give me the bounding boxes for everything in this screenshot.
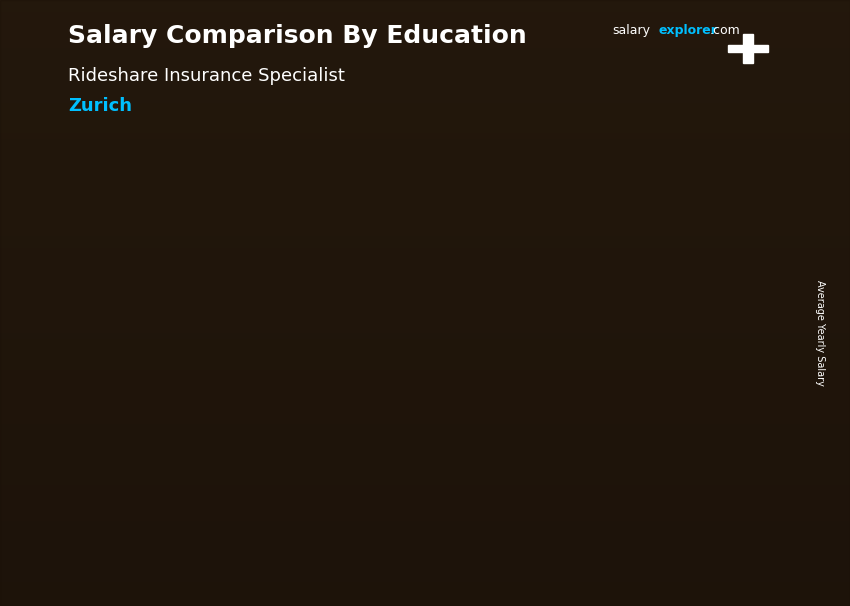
Text: 88,000 CHF: 88,000 CHF	[287, 301, 365, 314]
Text: 115,000 CHF: 115,000 CHF	[464, 242, 550, 255]
Bar	[170, 345, 184, 515]
Text: Salary Comparison By Education: Salary Comparison By Education	[68, 24, 527, 48]
Text: Zurich: Zurich	[68, 97, 132, 115]
Text: +13%: +13%	[197, 268, 256, 286]
Bar	[351, 322, 365, 515]
Bar	[743, 34, 753, 63]
Bar	[99, 345, 190, 515]
Bar	[713, 185, 727, 515]
Text: 77,600 CHF: 77,600 CHF	[106, 324, 184, 336]
Bar	[280, 322, 371, 515]
Bar	[532, 264, 546, 515]
Bar	[728, 45, 768, 52]
Text: Rideshare Insurance Specialist: Rideshare Insurance Specialist	[68, 67, 345, 85]
Text: Average Yearly Salary: Average Yearly Salary	[815, 281, 825, 386]
Text: salary: salary	[612, 24, 650, 37]
Bar	[462, 264, 552, 515]
Text: 151,000 CHF: 151,000 CHF	[645, 163, 731, 176]
Text: +32%: +32%	[559, 111, 618, 128]
Text: .com: .com	[710, 24, 740, 37]
Text: +31%: +31%	[378, 199, 437, 217]
Text: explorer: explorer	[659, 24, 717, 37]
Bar	[643, 185, 734, 515]
